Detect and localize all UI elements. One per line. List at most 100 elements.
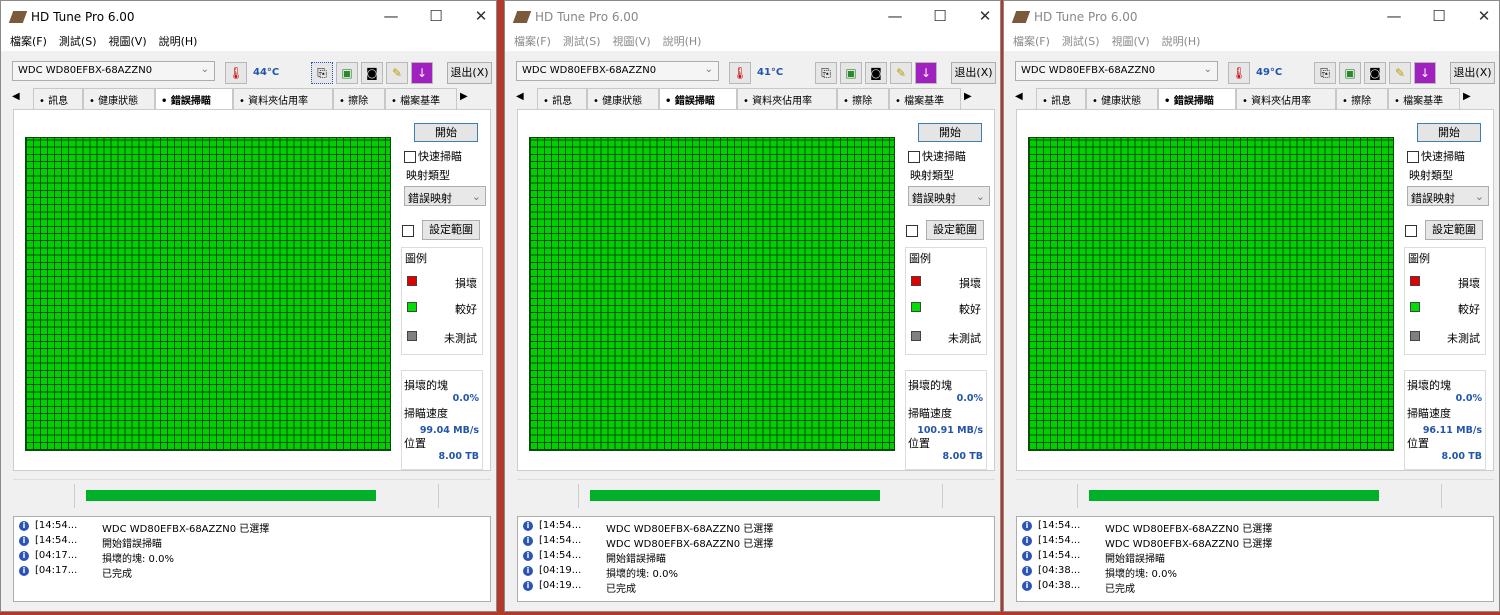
drive-select[interactable]: WDC WD80EFBX-68AZZN0 ⌄ [1015, 61, 1218, 81]
tab-trash[interactable]: • 擦除 [333, 88, 385, 109]
tab-health-cross[interactable]: • 健康狀態 [1086, 88, 1158, 109]
menu-item[interactable]: 視圖(V) [1111, 35, 1150, 48]
menu-item[interactable]: 說明(H) [662, 35, 702, 48]
title-bar: HD Tune Pro 6.00 [1004, 1, 1499, 33]
set-range-button[interactable]: 設定範圍 [1425, 220, 1483, 240]
quick-scan-label: 快速掃瞄 [922, 150, 966, 163]
drive-name: WDC WD80EFBX-68AZZN0 [18, 65, 153, 76]
exit-button[interactable]: 退出(X) [447, 62, 492, 84]
start-button[interactable]: 開始 [1417, 123, 1481, 142]
quick-scan-checkbox[interactable]: 快速掃瞄 [1407, 148, 1465, 164]
tab-scroll-left-icon[interactable]: ◀ [12, 91, 20, 102]
maximize-button[interactable]: ☐ [1432, 7, 1446, 25]
copy-image-button[interactable]: ▣ [336, 62, 358, 84]
menu-item[interactable]: 視圖(V) [108, 35, 147, 48]
tab-folder[interactable]: • 資料夾佔用率 [737, 88, 837, 109]
minimize-button[interactable]: — [1386, 7, 1402, 25]
legend-swatch [1410, 302, 1420, 312]
tab-magnifier[interactable]: • 錯誤掃瞄 [1158, 88, 1236, 109]
menu-item[interactable]: 檔案(F) [1013, 35, 1050, 48]
tab-scroll-right-icon[interactable]: ▶ [1463, 91, 1471, 102]
log-list: i [14:54... WDC WD80EFBX-68AZZN0 已選擇 i [14:5… [13, 516, 491, 602]
tab-file-benchmark[interactable]: • 檔案基準 [889, 88, 961, 109]
tab-info[interactable]: • 訊息 [33, 88, 83, 109]
tab-scroll-right-icon[interactable]: ▶ [460, 91, 468, 102]
copy-image-button[interactable]: ▣ [1339, 62, 1361, 84]
menu-item[interactable]: 測試(S) [562, 35, 601, 48]
maximize-button[interactable]: ☐ [429, 7, 443, 25]
legend-group: 圖例 損壞 較好 未測試 [905, 247, 987, 355]
menu-item[interactable]: 檔案(F) [10, 35, 47, 48]
menu-item[interactable]: 說明(H) [158, 35, 198, 48]
tab-file-benchmark[interactable]: • 檔案基準 [1388, 88, 1460, 109]
options-tape-button[interactable]: ✎ [386, 62, 408, 84]
exit-button[interactable]: 退出(X) [951, 62, 996, 84]
set-range-button[interactable]: 設定範圍 [926, 220, 984, 240]
copy-image-button[interactable]: ▣ [840, 62, 862, 84]
drive-select[interactable]: WDC WD80EFBX-68AZZN0 ⌄ [12, 61, 215, 81]
quick-scan-checkbox[interactable]: 快速掃瞄 [908, 148, 966, 164]
menu-item[interactable]: 測試(S) [58, 35, 97, 48]
stats-group: 損壞的塊 0.0% 掃瞄速度 96.11 MB/s 位置 8.00 TB [1404, 370, 1486, 470]
set-range-button[interactable]: 設定範圍 [422, 220, 480, 240]
close-button[interactable]: ✕ [1477, 7, 1491, 25]
map-type-select[interactable]: 錯誤映射 ⌄ [908, 186, 990, 206]
range-checkbox[interactable] [402, 224, 416, 237]
close-button[interactable]: ✕ [474, 7, 488, 25]
range-checkbox[interactable] [906, 224, 920, 237]
tab-scroll-left-icon[interactable]: ◀ [1015, 91, 1023, 102]
start-button[interactable]: 開始 [918, 123, 982, 142]
start-button[interactable]: 開始 [414, 123, 478, 142]
screenshot-camera-button[interactable]: ◙ [865, 62, 887, 84]
app-icon [512, 11, 532, 23]
tab-label: 擦除 [348, 96, 369, 107]
screenshot-camera-button[interactable]: ◙ [361, 62, 383, 84]
copy-text-button[interactable]: ⎘ [1314, 62, 1336, 84]
log-time: [14:54... [1038, 520, 1081, 531]
log-entry: i [14:54... WDC WD80EFBX-68AZZN0 已選擇 [1020, 519, 1493, 535]
tab-trash[interactable]: • 擦除 [837, 88, 889, 109]
legend-item: 較好 [1410, 301, 1480, 316]
map-type-select[interactable]: 錯誤映射 ⌄ [1407, 186, 1489, 206]
save-download-button[interactable]: ↓ [411, 62, 433, 84]
exit-button[interactable]: 退出(X) [1450, 62, 1495, 84]
copy-text-button[interactable]: ⎘ [815, 62, 837, 84]
tab-magnifier[interactable]: • 錯誤掃瞄 [155, 88, 233, 109]
tab-folder[interactable]: • 資料夾佔用率 [1236, 88, 1336, 109]
tab-trash[interactable]: • 擦除 [1336, 88, 1388, 109]
options-tape-button[interactable]: ✎ [1389, 62, 1411, 84]
menu-item[interactable]: 檔案(F) [514, 35, 551, 48]
tab-folder[interactable]: • 資料夾佔用率 [233, 88, 333, 109]
minimize-button[interactable]: — [383, 7, 399, 25]
close-button[interactable]: ✕ [978, 7, 992, 25]
menu-item[interactable]: 視圖(V) [612, 35, 651, 48]
legend-label: 較好 [959, 303, 981, 316]
drive-name: WDC WD80EFBX-68AZZN0 [522, 65, 657, 76]
title-bar: HD Tune Pro 6.00 [1, 1, 496, 33]
copy-text-button[interactable]: ⎘ [311, 62, 333, 84]
quick-scan-checkbox[interactable]: 快速掃瞄 [404, 148, 462, 164]
menu-item[interactable]: 測試(S) [1061, 35, 1100, 48]
tab-health-cross[interactable]: • 健康狀態 [83, 88, 155, 109]
tab-scroll-left-icon[interactable]: ◀ [516, 91, 524, 102]
progress-bar [1089, 490, 1379, 501]
save-download-button[interactable]: ↓ [1414, 62, 1436, 84]
map-type-select[interactable]: 錯誤映射 ⌄ [404, 186, 486, 206]
legend-swatch [407, 302, 417, 312]
info-icon: i [523, 551, 533, 561]
menu-item[interactable]: 說明(H) [1161, 35, 1201, 48]
drive-select[interactable]: WDC WD80EFBX-68AZZN0 ⌄ [516, 61, 719, 81]
tab-file-benchmark[interactable]: • 檔案基準 [385, 88, 457, 109]
save-download-button[interactable]: ↓ [915, 62, 937, 84]
maximize-button[interactable]: ☐ [933, 7, 947, 25]
screenshot-camera-button[interactable]: ◙ [1364, 62, 1386, 84]
tab-info[interactable]: • 訊息 [1036, 88, 1086, 109]
tab-magnifier[interactable]: • 錯誤掃瞄 [659, 88, 737, 109]
minimize-button[interactable]: — [887, 7, 903, 25]
log-time: [04:38... [1038, 580, 1081, 591]
options-tape-button[interactable]: ✎ [890, 62, 912, 84]
range-checkbox[interactable] [1405, 224, 1419, 237]
tab-scroll-right-icon[interactable]: ▶ [964, 91, 972, 102]
tab-info[interactable]: • 訊息 [537, 88, 587, 109]
tab-health-cross[interactable]: • 健康狀態 [587, 88, 659, 109]
